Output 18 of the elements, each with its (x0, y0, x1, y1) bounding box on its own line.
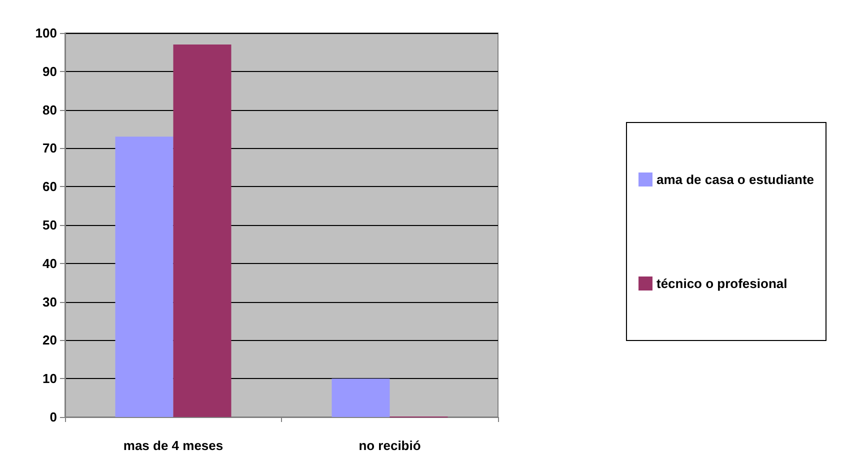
y-tick-label: 100 (35, 26, 57, 40)
bar (332, 378, 390, 417)
y-tick-label: 10 (42, 371, 57, 386)
x-tick-label: no recibió (358, 438, 421, 453)
y-tick-label: 90 (42, 64, 57, 79)
y-tick-label: 30 (42, 294, 57, 310)
x-tick-label: mas de 4 meses (123, 438, 224, 453)
y-tick-label: 50 (42, 218, 57, 232)
legend-label: ama de casa o estudiante (656, 172, 814, 187)
y-tick-label: 70 (42, 140, 57, 156)
y-tick-label: 80 (42, 102, 57, 118)
legend-label: técnico o profesional (656, 276, 788, 291)
y-tick-label: 20 (42, 332, 57, 348)
bar (173, 44, 232, 417)
y-tick-label: 40 (42, 256, 57, 271)
bar (115, 136, 174, 417)
y-tick-label: 0 (50, 410, 57, 424)
y-tick-label: 60 (42, 179, 57, 194)
